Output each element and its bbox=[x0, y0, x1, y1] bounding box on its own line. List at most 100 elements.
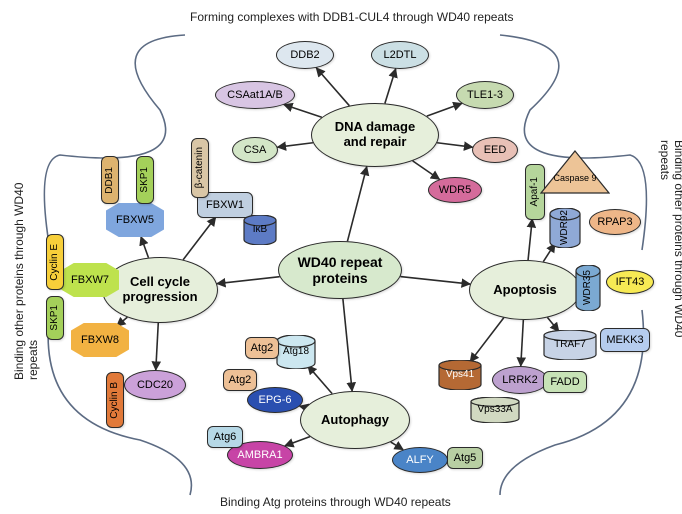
node-atg5: Atg5 bbox=[447, 447, 483, 469]
node-csa1ab: CSAat1A/B bbox=[215, 81, 295, 109]
node-label-csa1ab: CSAat1A/B bbox=[227, 89, 283, 102]
node-epg6: EPG-6 bbox=[247, 387, 303, 413]
node-rpap3: RPAP3 bbox=[589, 209, 641, 235]
node-label-alfy: ALFY bbox=[406, 454, 434, 467]
node-mekk3: MEKK3 bbox=[600, 328, 650, 352]
node-label-ddb2: DDB2 bbox=[290, 49, 319, 62]
node-wdr92: WDR92 bbox=[549, 208, 581, 248]
node-label-atg2a: Atg2 bbox=[251, 342, 274, 355]
node-label-casp9: Caspase 9 bbox=[553, 173, 596, 183]
node-l2dtl: L2DTL bbox=[371, 41, 429, 69]
node-label-ikb: IκB bbox=[253, 224, 267, 236]
node-label-cycE: Cyclin E bbox=[49, 244, 61, 281]
annotation-left: Binding other proteins through WD40 repe… bbox=[12, 140, 40, 380]
node-ddb1: DDB1 bbox=[101, 156, 119, 204]
node-atg18: Atg18 bbox=[276, 335, 316, 369]
edge-dna-wdr5 bbox=[413, 161, 440, 179]
node-label-wdr35: WDR35 bbox=[582, 270, 594, 305]
node-label-skp1a: SKP1 bbox=[139, 167, 151, 193]
node-label-apo: Apoptosis bbox=[493, 283, 557, 298]
node-wdr35: WDR35 bbox=[575, 265, 601, 311]
node-ccp: Cell cycle progression bbox=[102, 257, 218, 323]
node-label-atg18: Atg18 bbox=[283, 346, 309, 358]
node-tle13: TLE1-3 bbox=[456, 81, 514, 109]
node-wdr5: WDR5 bbox=[428, 177, 482, 203]
node-casp9: Caspase 9 bbox=[540, 150, 610, 194]
node-label-atg2b: Atg2 bbox=[229, 374, 252, 387]
node-label-vps33a: Vps33A bbox=[477, 404, 512, 416]
node-vps41: Vps41 bbox=[438, 360, 482, 390]
node-label-epg6: EPG-6 bbox=[258, 394, 291, 407]
node-fbxw8: FBXW8 bbox=[71, 323, 129, 357]
node-lrrk2: LRRK2 bbox=[492, 366, 548, 394]
node-label-fbxw1: FBXW1 bbox=[206, 199, 244, 212]
node-ddb2: DDB2 bbox=[276, 41, 334, 69]
node-eed: EED bbox=[472, 137, 518, 163]
node-label-ift43: IFT43 bbox=[616, 276, 645, 289]
node-traf7: TRAF7 bbox=[543, 330, 597, 360]
edge-wd40-dna bbox=[347, 167, 366, 241]
node-skp1b: SKP1 bbox=[46, 296, 64, 340]
node-label-wd40: WD40 repeat proteins bbox=[298, 254, 383, 286]
node-label-l2dtl: L2DTL bbox=[383, 49, 416, 62]
node-label-fbxw8: FBXW8 bbox=[81, 334, 119, 347]
node-label-skp1b: SKP1 bbox=[49, 305, 61, 331]
edge-wd40-auto bbox=[343, 299, 352, 391]
edge-ccp-fbxw1 bbox=[183, 217, 215, 259]
node-label-traf7: TRAF7 bbox=[554, 339, 586, 351]
node-wd40: WD40 repeat proteins bbox=[278, 241, 402, 299]
node-ikb: IκB bbox=[243, 215, 277, 245]
node-label-rpap3: RPAP3 bbox=[597, 216, 632, 229]
edge-auto-ambra1 bbox=[285, 437, 310, 446]
node-label-atg5: Atg5 bbox=[454, 452, 477, 465]
node-atg6: Atg6 bbox=[207, 426, 243, 448]
node-alfy: ALFY bbox=[392, 447, 448, 473]
edge-dna-csa1ab bbox=[284, 105, 322, 118]
node-bcat: β-catenin bbox=[191, 138, 209, 198]
node-csa: CSA bbox=[232, 137, 278, 163]
node-fadd: FADD bbox=[543, 371, 587, 393]
node-label-mekk3: MEKK3 bbox=[606, 334, 643, 347]
edge-ccp-fbxw5 bbox=[141, 237, 149, 258]
node-label-eed: EED bbox=[484, 144, 507, 157]
node-label-cdc20: CDC20 bbox=[137, 379, 173, 392]
edge-dna-csa bbox=[277, 143, 312, 147]
node-ift43: IFT43 bbox=[606, 270, 654, 294]
node-cdc20: CDC20 bbox=[124, 370, 186, 400]
node-apo: Apoptosis bbox=[469, 260, 581, 320]
edge-wd40-ccp bbox=[217, 277, 280, 284]
annotation-top: Forming complexes with DDB1-CUL4 through… bbox=[190, 10, 513, 24]
node-label-fbxw7: FBXW7 bbox=[71, 274, 109, 287]
node-dna: DNA damage and repair bbox=[311, 103, 439, 167]
node-label-bcat: β-catenin bbox=[194, 147, 206, 188]
edge-dna-ddb2 bbox=[316, 68, 349, 106]
node-atg2a: Atg2 bbox=[245, 337, 279, 359]
node-cycB: Cyclin B bbox=[106, 372, 124, 428]
node-label-atg6: Atg6 bbox=[214, 431, 237, 444]
node-vps33a: Vps33A bbox=[470, 397, 520, 423]
node-label-ccp: Cell cycle progression bbox=[122, 275, 197, 305]
node-cycE: Cyclin E bbox=[46, 234, 64, 290]
edge-dna-tle13 bbox=[427, 103, 462, 116]
edge-auto-alfy bbox=[391, 442, 403, 450]
edge-apo-lrrk2 bbox=[521, 320, 524, 366]
node-fbxw5: FBXW5 bbox=[106, 203, 164, 237]
node-label-fbxw5: FBXW5 bbox=[116, 214, 154, 227]
node-label-wdr92: WDR92 bbox=[559, 210, 571, 245]
edge-apo-vps41 bbox=[470, 318, 504, 362]
node-skp1a: SKP1 bbox=[136, 156, 154, 204]
edge-dna-eed bbox=[437, 143, 472, 147]
node-auto: Autophagy bbox=[300, 391, 410, 449]
node-atg2b: Atg2 bbox=[223, 369, 257, 391]
node-label-fadd: FADD bbox=[550, 376, 579, 389]
edge-dna-l2dtl bbox=[385, 69, 396, 104]
annotation-right: Binding other proteins through WD40 repe… bbox=[658, 140, 682, 380]
edge-apo-apaf1 bbox=[528, 219, 532, 260]
edge-auto-atg18 bbox=[308, 366, 332, 394]
node-label-tle13: TLE1-3 bbox=[467, 89, 503, 102]
node-label-ddb1: DDB1 bbox=[104, 167, 116, 194]
node-label-lrrk2: LRRK2 bbox=[502, 374, 537, 387]
node-label-wdr5: WDR5 bbox=[439, 184, 471, 197]
annotation-bottom: Binding Atg proteins through WD40 repeat… bbox=[220, 495, 451, 509]
node-label-csa: CSA bbox=[244, 144, 267, 157]
